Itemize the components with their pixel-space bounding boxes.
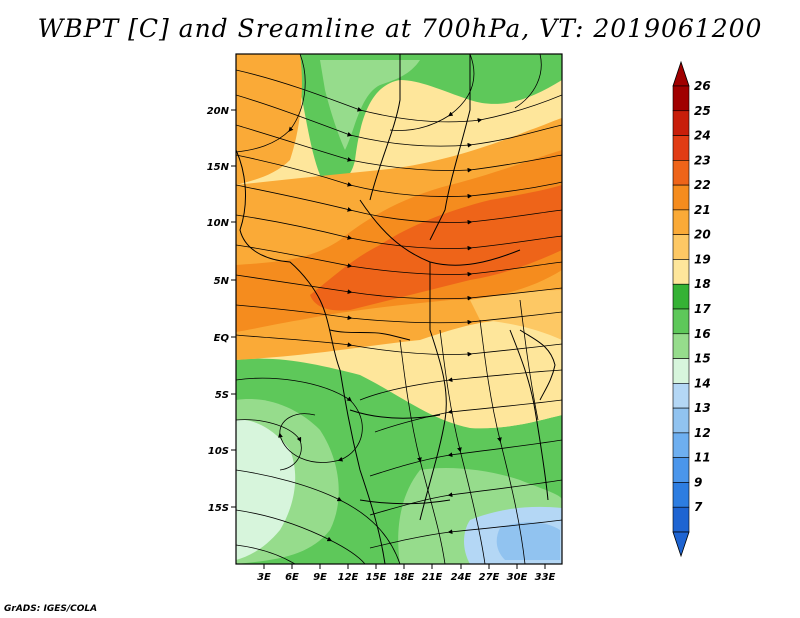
colorbar-label: 18 [694, 277, 711, 291]
colorbar-label: 13 [694, 401, 711, 415]
colorbar-label: 14 [694, 376, 711, 390]
colorbar-swatch [672, 259, 690, 285]
lat-label-15s: 15S [208, 503, 229, 514]
chart-title: WBPT [C] and Sreamline at 700hPa, VT: 20… [37, 14, 763, 43]
lon-label-24e: 24E [451, 572, 472, 583]
lon-label-6e: 6E [285, 572, 299, 583]
latitude-axis: 20N 15N 10N 5N EQ 5S 10S 15S [207, 106, 236, 514]
lon-label-21e: 21E [422, 572, 443, 583]
colorbar-label: 25 [694, 104, 711, 118]
colorbar-label: 16 [694, 327, 711, 341]
streamlines [236, 54, 562, 564]
colorbar-swatch [672, 407, 690, 434]
colorbar-swatch [672, 160, 690, 186]
colorbar-bottom-arrow [672, 531, 690, 558]
colorbar: 26 25 24 23 22 21 20 19 18 17 16 15 14 13 12 11 9 7 [672, 60, 711, 558]
colorbar-swatch [672, 506, 690, 533]
lat-label-5n: 5N [214, 276, 230, 287]
grads-credit: GrADS: IGES/COLA [4, 604, 98, 614]
colorbar-swatch [672, 482, 690, 508]
lat-label-5s: 5S [215, 390, 229, 401]
lon-label-30e: 30E [507, 572, 528, 583]
field-orange-eastblob [470, 290, 562, 340]
colorbar-swatch [672, 308, 690, 335]
map-plot-area [236, 54, 562, 564]
colorbar-label: 12 [694, 426, 711, 440]
lat-label-20n: 20N [207, 106, 230, 117]
lat-label-15n: 15N [207, 162, 230, 173]
lon-label-27e: 27E [479, 572, 500, 583]
colorbar-label: 7 [694, 500, 703, 514]
lat-label-10s: 10S [208, 446, 229, 457]
colorbar-label: 20 [694, 228, 711, 242]
colorbar-swatch [672, 283, 690, 310]
colorbar-label: 19 [694, 252, 711, 266]
lon-label-9e: 9E [313, 572, 327, 583]
colorbar-label: 9 [694, 475, 702, 489]
colorbar-label: 26 [694, 79, 711, 93]
colorbar-swatch [672, 184, 690, 211]
colorbar-swatch [672, 333, 690, 359]
colorbar-label: 17 [694, 302, 711, 316]
lon-label-33e: 33E [535, 572, 556, 583]
colorbar-label: 21 [694, 203, 711, 217]
colorbar-swatch [672, 110, 690, 136]
longitude-axis: 3E 6E 9E 12E 15E 18E 21E 24E 27E 30E 33E [257, 564, 556, 583]
colorbar-label: 15 [694, 352, 711, 366]
colorbar-swatch [672, 135, 690, 161]
field-lightgreen-north [320, 60, 420, 150]
colorbar-swatch [672, 209, 690, 235]
colorbar-label: 22 [694, 178, 711, 192]
field-orange-northwest [236, 54, 302, 185]
map-frame [235, 53, 563, 565]
lon-label-3e: 3E [257, 572, 271, 583]
country-borders [236, 54, 556, 564]
colorbar-label: 24 [694, 129, 711, 143]
colorbar-swatch [672, 234, 690, 260]
colorbar-swatch [672, 358, 690, 384]
colorbar-top-arrow [672, 60, 690, 87]
colorbar-label: 11 [694, 451, 711, 465]
field-blue2-southeast [496, 522, 560, 560]
lat-label-10n: 10N [207, 218, 230, 229]
lon-label-12e: 12E [338, 572, 359, 583]
colorbar-swatch [672, 383, 690, 409]
lon-label-15e: 15E [366, 572, 387, 583]
lat-label-eq: EQ [214, 333, 230, 344]
colorbar-label: 23 [694, 153, 711, 167]
colorbar-swatch [672, 457, 690, 483]
colorbar-swatch [672, 85, 690, 112]
colorbar-swatch [672, 432, 690, 458]
lon-label-18e: 18E [394, 572, 415, 583]
